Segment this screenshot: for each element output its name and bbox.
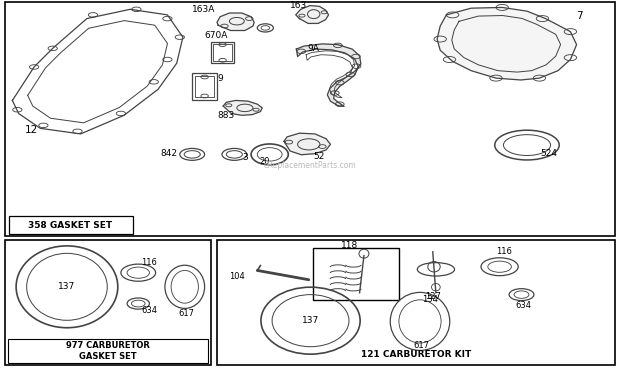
Text: 358 GASKET SET: 358 GASKET SET: [28, 221, 112, 231]
Polygon shape: [437, 7, 577, 80]
Bar: [217, 240, 615, 365]
Bar: [8, 339, 208, 363]
Text: 3: 3: [242, 153, 247, 162]
Text: 634: 634: [515, 301, 531, 310]
Text: 634: 634: [141, 307, 157, 315]
Text: 137: 137: [302, 316, 319, 325]
Text: 116: 116: [497, 247, 512, 256]
Text: 977 CARBURETOR
GASKET SET: 977 CARBURETOR GASKET SET: [66, 341, 150, 361]
Text: 7: 7: [577, 11, 583, 20]
Polygon shape: [223, 100, 262, 115]
Text: 617: 617: [414, 341, 430, 350]
Bar: [213, 44, 232, 61]
Text: 163: 163: [290, 1, 307, 10]
Text: 134: 134: [422, 295, 438, 304]
Polygon shape: [296, 6, 329, 23]
Bar: [9, 216, 133, 234]
Text: 883: 883: [217, 111, 234, 120]
Text: 12: 12: [25, 125, 38, 135]
Text: 524: 524: [541, 149, 557, 158]
Bar: [195, 76, 214, 97]
Text: 163A: 163A: [192, 5, 216, 14]
Bar: [5, 240, 211, 365]
Bar: [5, 2, 615, 236]
Polygon shape: [217, 13, 254, 31]
Text: 20: 20: [259, 157, 270, 166]
Text: 104: 104: [229, 272, 245, 280]
Text: 617: 617: [179, 309, 195, 318]
Polygon shape: [284, 133, 330, 155]
Text: 121 CARBURETOR KIT: 121 CARBURETOR KIT: [361, 350, 471, 359]
Text: 9: 9: [217, 74, 223, 83]
Text: 9A: 9A: [307, 44, 319, 53]
Text: 116: 116: [141, 258, 157, 267]
Bar: [192, 73, 217, 100]
Text: 137: 137: [58, 282, 76, 291]
Text: 118: 118: [341, 241, 358, 250]
Bar: [313, 248, 399, 300]
Bar: [211, 42, 234, 63]
Text: eReplacementParts.com: eReplacementParts.com: [264, 161, 356, 170]
Polygon shape: [296, 44, 361, 106]
Text: 670A: 670A: [205, 31, 228, 40]
Text: 842: 842: [160, 149, 177, 158]
Text: 52: 52: [313, 153, 324, 161]
Text: 127: 127: [425, 292, 441, 301]
